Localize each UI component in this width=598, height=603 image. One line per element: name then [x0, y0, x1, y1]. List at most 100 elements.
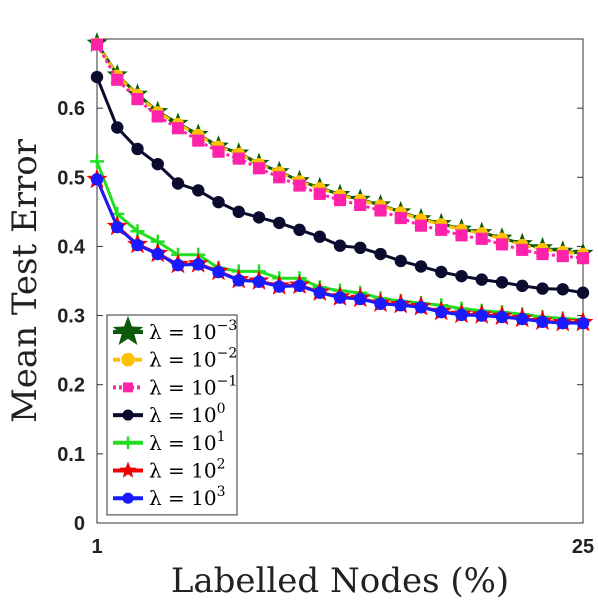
data-point: [495, 310, 509, 324]
data-point: [151, 157, 164, 171]
legend-marker: [121, 436, 135, 450]
data-point: [455, 229, 468, 242]
data-point: [111, 220, 124, 234]
data-point: [516, 279, 529, 293]
data-point: [394, 254, 407, 268]
series-2: [90, 38, 590, 265]
data-point: [516, 243, 529, 256]
ticks: 0 0.1 0.2 0.3 0.4 0.5 0.6 1 25: [57, 98, 594, 558]
data-point: [192, 134, 205, 147]
x-axis-title: Labelled Nodes (%): [171, 561, 509, 601]
data-point: [576, 286, 590, 299]
data-point: [536, 282, 549, 295]
data-point: [374, 297, 387, 311]
data-point: [293, 279, 306, 293]
data-point: [151, 247, 164, 261]
data-point: [495, 276, 509, 289]
y-tick-label: 0.6: [57, 98, 85, 120]
data-point: [293, 223, 306, 237]
legend-marker: [122, 409, 134, 421]
legend-item: λ = 10−2: [113, 346, 237, 372]
y-tick-label: 0.3: [57, 306, 85, 328]
data-point: [576, 316, 590, 330]
data-point: [475, 273, 488, 286]
legend-label: λ = 100: [149, 401, 226, 427]
y-tick-label: 0.1: [57, 444, 85, 466]
legend-marker: [121, 352, 135, 367]
data-point: [536, 315, 549, 328]
data-point: [414, 219, 428, 232]
legend-marker: [112, 316, 144, 345]
legend-label: λ = 10−2: [149, 346, 237, 372]
data-point: [414, 260, 428, 273]
legend-item: λ = 10−3: [112, 316, 237, 345]
data-point: [394, 299, 407, 312]
legend-marker: [119, 461, 137, 478]
data-point: [131, 142, 144, 156]
legend-label: λ = 101: [149, 429, 226, 455]
data-point: [212, 145, 225, 158]
data-point: [333, 291, 347, 304]
legend-marker: [122, 492, 134, 504]
data-point: [313, 230, 326, 243]
legend-item: λ = 10−1: [113, 373, 237, 399]
y-axis-title: Mean Test Error: [5, 138, 45, 423]
y-tick-label: 0.2: [57, 375, 85, 397]
data-point: [232, 152, 245, 165]
data-point: [232, 274, 245, 287]
data-point: [90, 173, 104, 186]
y-tick-label: 0: [74, 513, 85, 535]
data-point: [354, 198, 367, 211]
series-3: [90, 70, 590, 299]
x-tick-label: 1: [91, 536, 102, 558]
data-point: [475, 232, 488, 245]
data-point: [293, 179, 306, 192]
data-point: [576, 252, 590, 265]
data-point: [333, 194, 347, 207]
data-point: [435, 265, 448, 279]
data-point: [455, 308, 468, 322]
data-point: [252, 275, 266, 288]
data-point: [536, 247, 549, 261]
data-point: [516, 312, 529, 326]
data-point: [192, 258, 205, 271]
legend-label: λ = 10−3: [149, 318, 237, 344]
data-point: [111, 121, 124, 134]
data-point: [435, 305, 448, 319]
data-point: [475, 309, 488, 322]
data-point: [273, 280, 286, 293]
data-point: [111, 73, 124, 86]
data-point: [374, 247, 387, 261]
legend-item: λ = 102: [113, 457, 226, 483]
data-point: [151, 110, 164, 123]
data-point: [192, 184, 205, 197]
legend-item: λ = 101: [113, 429, 226, 455]
legend-label: λ = 10−1: [149, 373, 237, 399]
data-point: [313, 187, 326, 200]
data-point: [354, 292, 367, 306]
data-point: [90, 154, 104, 169]
x-tick-label: 25: [572, 536, 594, 558]
data-point: [212, 265, 225, 279]
series-6: [90, 173, 590, 330]
data-point: [273, 171, 286, 184]
data-point: [171, 122, 185, 135]
data-point: [495, 238, 509, 251]
data-point: [435, 223, 448, 236]
legend-label: λ = 102: [149, 457, 226, 483]
data-point: [313, 286, 326, 299]
data-point: [273, 216, 286, 230]
data-point: [414, 301, 428, 314]
data-point: [556, 250, 569, 263]
data-point: [131, 238, 144, 252]
data-point: [394, 212, 407, 225]
data-point: [212, 195, 225, 209]
series-layer: [86, 32, 594, 332]
data-point: [171, 258, 185, 272]
data-point: [333, 239, 347, 252]
y-tick-label: 0.5: [57, 167, 85, 189]
data-point: [232, 205, 245, 219]
data-point: [455, 269, 468, 283]
legend-item: λ = 103: [113, 484, 226, 510]
